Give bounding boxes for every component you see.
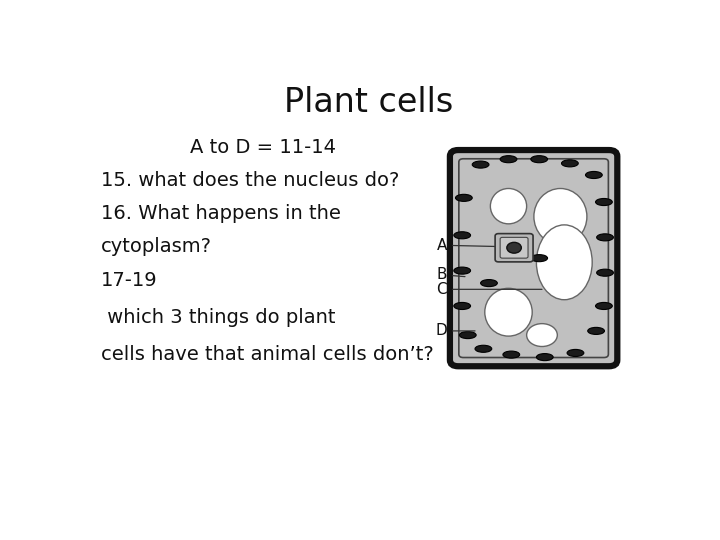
Ellipse shape xyxy=(531,255,548,262)
Ellipse shape xyxy=(531,156,548,163)
Ellipse shape xyxy=(500,156,517,163)
Ellipse shape xyxy=(534,188,587,245)
Ellipse shape xyxy=(595,199,612,206)
Circle shape xyxy=(507,242,521,253)
FancyBboxPatch shape xyxy=(500,238,528,258)
Ellipse shape xyxy=(475,345,492,352)
Text: which 3 things do plant: which 3 things do plant xyxy=(101,308,336,327)
Ellipse shape xyxy=(472,161,489,168)
Ellipse shape xyxy=(562,160,578,167)
Ellipse shape xyxy=(459,332,476,339)
Text: cytoplasm?: cytoplasm? xyxy=(101,238,212,256)
Ellipse shape xyxy=(585,172,602,179)
Ellipse shape xyxy=(597,234,613,241)
Text: 16. What happens in the: 16. What happens in the xyxy=(101,204,341,223)
Text: 15. what does the nucleus do?: 15. what does the nucleus do? xyxy=(101,171,400,190)
FancyBboxPatch shape xyxy=(495,234,533,262)
Ellipse shape xyxy=(503,351,520,358)
Ellipse shape xyxy=(567,349,584,356)
Text: 17-19: 17-19 xyxy=(101,271,158,289)
Ellipse shape xyxy=(490,188,526,224)
Ellipse shape xyxy=(536,354,553,361)
Ellipse shape xyxy=(454,267,471,274)
Ellipse shape xyxy=(588,327,605,334)
Ellipse shape xyxy=(456,194,472,201)
Ellipse shape xyxy=(454,302,471,309)
Text: Plant cells: Plant cells xyxy=(284,85,454,119)
Ellipse shape xyxy=(595,302,612,309)
Ellipse shape xyxy=(481,280,498,287)
Ellipse shape xyxy=(454,232,471,239)
Text: C: C xyxy=(436,282,542,297)
Text: B: B xyxy=(436,267,465,282)
Text: A: A xyxy=(437,238,495,253)
Text: cells have that animal cells don’t?: cells have that animal cells don’t? xyxy=(101,346,434,365)
Ellipse shape xyxy=(526,323,557,347)
Ellipse shape xyxy=(485,288,532,336)
Ellipse shape xyxy=(536,225,593,300)
FancyBboxPatch shape xyxy=(450,150,617,366)
Text: D: D xyxy=(436,323,475,339)
Text: A to D = 11-14: A to D = 11-14 xyxy=(190,138,336,157)
Ellipse shape xyxy=(597,269,613,276)
